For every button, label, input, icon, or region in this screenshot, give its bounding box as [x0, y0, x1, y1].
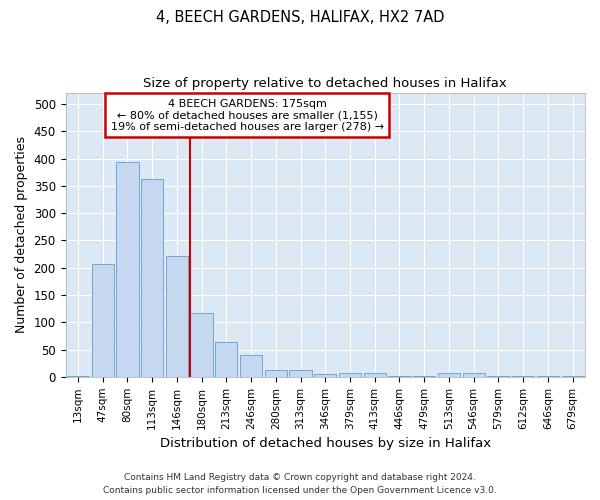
Bar [364, 373, 386, 377]
Bar [116, 162, 139, 377]
Bar [190, 313, 213, 377]
Y-axis label: Number of detached properties: Number of detached properties [15, 136, 28, 334]
Text: Contains HM Land Registry data © Crown copyright and database right 2024.
Contai: Contains HM Land Registry data © Crown c… [103, 474, 497, 495]
Bar [166, 256, 188, 377]
Bar [141, 178, 163, 377]
Bar [314, 374, 337, 377]
Bar [289, 370, 311, 377]
Bar [537, 376, 559, 377]
Bar [388, 376, 410, 377]
Bar [562, 376, 584, 377]
Bar [438, 373, 460, 377]
Bar [92, 264, 114, 377]
Bar [215, 342, 238, 377]
Bar [413, 376, 436, 377]
Title: Size of property relative to detached houses in Halifax: Size of property relative to detached ho… [143, 78, 507, 90]
Bar [265, 370, 287, 377]
X-axis label: Distribution of detached houses by size in Halifax: Distribution of detached houses by size … [160, 437, 491, 450]
Text: 4, BEECH GARDENS, HALIFAX, HX2 7AD: 4, BEECH GARDENS, HALIFAX, HX2 7AD [156, 10, 444, 25]
Bar [512, 376, 534, 377]
Bar [67, 376, 89, 377]
Bar [463, 373, 485, 377]
Bar [240, 355, 262, 377]
Text: 4 BEECH GARDENS: 175sqm
← 80% of detached houses are smaller (1,155)
19% of semi: 4 BEECH GARDENS: 175sqm ← 80% of detache… [111, 98, 384, 132]
Bar [487, 376, 509, 377]
Bar [339, 373, 361, 377]
